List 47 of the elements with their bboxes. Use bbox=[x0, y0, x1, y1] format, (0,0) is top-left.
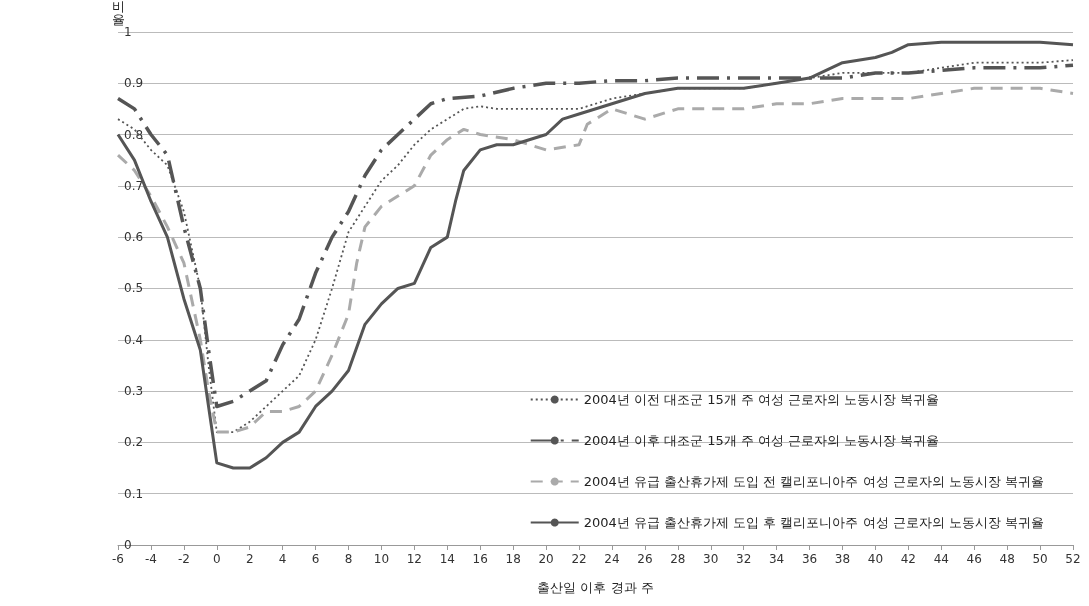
x-tick-label: 40 bbox=[867, 552, 884, 566]
x-tick-label: -6 bbox=[112, 552, 124, 566]
x-tick-label: 20 bbox=[538, 552, 554, 566]
x-tick-label: 26 bbox=[637, 552, 653, 566]
x-tick-label: 10 bbox=[373, 552, 390, 566]
y-tick-label: 0.6 bbox=[124, 230, 144, 245]
legend-label: 2004년 이전 대조군 15개 주 여성 근로자의 노동시장 복귀율 bbox=[583, 392, 940, 407]
x-axis-title: 출산일 이후 경과 주 bbox=[537, 580, 654, 595]
x-tick-label: 38 bbox=[834, 552, 851, 566]
x-tick-label: 28 bbox=[670, 552, 686, 566]
x-tick-label: 42 bbox=[900, 552, 916, 566]
x-tick-label: 18 bbox=[505, 552, 521, 566]
legend-label: 2004년 유급 출산휴가제 도입 후 캘리포니아주 여성 근로자의 노동시장 복귀율 bbox=[583, 515, 1045, 530]
x-tick-label: 52 bbox=[1065, 552, 1081, 566]
x-tick-label: 34 bbox=[768, 552, 785, 566]
y-tick-label: 0.7 bbox=[124, 178, 144, 193]
x-tick-label: 8 bbox=[344, 552, 353, 566]
x-tick-label: 24 bbox=[604, 552, 620, 566]
y-tick-label: 0.1 bbox=[124, 486, 144, 501]
x-tick-label: 44 bbox=[933, 552, 949, 566]
y-axis-title: 비율 bbox=[111, 0, 125, 27]
y-tick-label: 0.2 bbox=[124, 435, 144, 450]
legend-label: 2004년 유급 출산휴가제 도입 전 캘리포니아주 여성 근로자의 노동시장 복귀율 bbox=[583, 474, 1045, 489]
y-tick-label: 0.5 bbox=[124, 281, 144, 296]
x-tick-label: 46 bbox=[966, 552, 982, 566]
x-tick-label: 4 bbox=[278, 552, 287, 566]
x-tick-label: -2 bbox=[177, 552, 190, 566]
x-tick-label: 36 bbox=[801, 552, 818, 566]
x-tick-label: -4 bbox=[144, 552, 157, 566]
x-tick-label: 30 bbox=[703, 552, 719, 566]
y-tick-label: 0.8 bbox=[124, 127, 144, 142]
y-tick-label: 0 bbox=[124, 538, 132, 552]
x-tick-label: 2 bbox=[245, 552, 254, 566]
x-tick-label: 50 bbox=[1032, 552, 1048, 566]
x-tick-label: 12 bbox=[406, 552, 423, 566]
x-tick-label: 48 bbox=[999, 552, 1015, 566]
x-tick-label: 6 bbox=[311, 552, 320, 566]
y-tick-label: 0.3 bbox=[124, 384, 144, 399]
x-tick-label: 32 bbox=[736, 552, 752, 566]
x-tick-label: 22 bbox=[571, 552, 587, 566]
x-tick-label: 0 bbox=[212, 552, 221, 566]
y-tick-label: 0.4 bbox=[124, 332, 144, 347]
legend-label: 2004년 이후 대조군 15개 주 여성 근로자의 노동시장 복귀율 bbox=[583, 433, 940, 448]
x-tick-label: 16 bbox=[472, 552, 488, 566]
y-tick-label: 1 bbox=[124, 24, 132, 39]
y-tick-label: 0.9 bbox=[124, 76, 144, 91]
x-tick-label: 14 bbox=[439, 552, 455, 566]
